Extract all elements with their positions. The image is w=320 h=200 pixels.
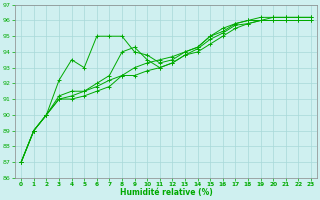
X-axis label: Humidité relative (%): Humidité relative (%) [120, 188, 212, 197]
